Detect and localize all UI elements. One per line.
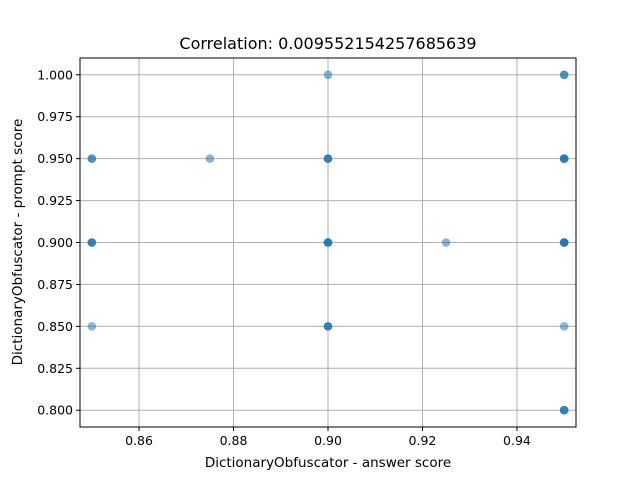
x-tick-label: 0.88 [220, 433, 248, 448]
data-point [323, 154, 333, 163]
x-axis-label: DictionaryObfuscator - answer score [205, 455, 451, 471]
data-point [87, 322, 97, 331]
x-tick-label: 0.92 [409, 433, 437, 448]
data-point [323, 70, 333, 80]
x-tick-label: 0.94 [503, 433, 531, 448]
chart-title: Correlation: 0.009552154257685639 [179, 34, 476, 53]
y-tick-label: 0.875 [37, 277, 73, 292]
data-point [559, 405, 569, 415]
y-tick-label: 0.950 [37, 151, 73, 166]
data-point [559, 70, 569, 80]
y-axis-label: DictionaryObfuscator - prompt score [10, 119, 26, 366]
y-tick-label: 0.900 [37, 235, 73, 250]
x-axis-ticks: 0.86 0.88 0.90 0.92 0.94 [125, 427, 531, 448]
y-tick-label: 1.000 [37, 67, 73, 82]
data-point [559, 238, 569, 247]
y-axis-ticks: 0.800 0.825 0.850 0.875 0.900 0.925 0.950 0.975… [37, 67, 80, 418]
data-point [87, 238, 97, 247]
data-point [87, 154, 97, 163]
data-point [559, 154, 569, 163]
data-point [323, 238, 333, 247]
y-tick-label: 0.925 [37, 193, 73, 208]
data-point [323, 322, 333, 331]
y-tick-label: 0.825 [37, 361, 73, 376]
data-points [87, 70, 569, 415]
data-point [205, 154, 215, 163]
data-point [559, 322, 569, 331]
x-tick-label: 0.86 [125, 433, 153, 448]
y-tick-label: 0.850 [37, 319, 73, 334]
data-point [441, 238, 451, 247]
y-tick-label: 0.800 [37, 403, 73, 418]
y-tick-label: 0.975 [37, 109, 73, 124]
x-tick-label: 0.90 [314, 433, 342, 448]
